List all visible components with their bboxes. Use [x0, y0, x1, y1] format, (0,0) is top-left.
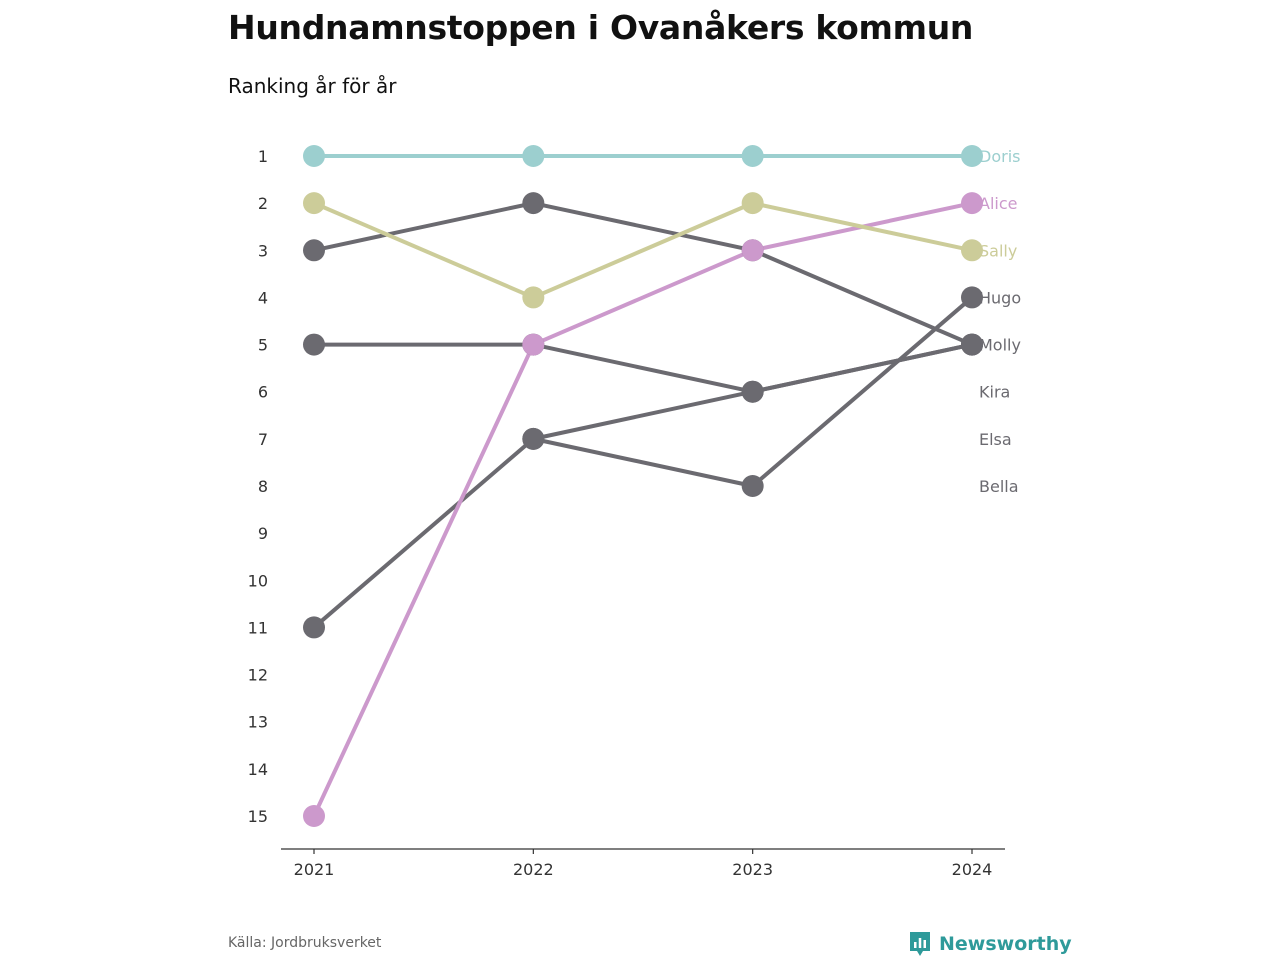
- series-line-sally: [531, 201, 755, 300]
- y-tick-label: 2: [258, 194, 268, 213]
- y-tick-label: 4: [258, 288, 268, 307]
- point-sally: [303, 192, 325, 215]
- end-label-hugo: Hugo: [979, 288, 1021, 307]
- end-label-bella: Bella: [979, 477, 1019, 496]
- y-tick-label: 9: [258, 524, 268, 543]
- point-alice: [522, 333, 545, 356]
- point-sally: [741, 192, 764, 215]
- x-tick-label: 2024: [952, 860, 993, 879]
- series-line-molly: [531, 201, 755, 253]
- point-elsa: [741, 380, 764, 403]
- y-tick-label: 6: [258, 383, 268, 402]
- end-label-elsa: Elsa: [979, 430, 1012, 449]
- chart-title: Hundnamnstoppen i Ovanåkers kommun: [228, 8, 974, 47]
- end-label-doris: Doris: [979, 147, 1020, 166]
- point-hugo: [961, 286, 983, 309]
- point-molly: [522, 192, 545, 215]
- series-lines: [312, 154, 974, 818]
- brand-name: Newsworthy: [939, 933, 1072, 955]
- y-tick-label: 5: [258, 336, 268, 355]
- point-hugo: [303, 616, 325, 639]
- end-label-molly: Molly: [979, 336, 1021, 355]
- y-tick-label: 3: [258, 241, 268, 260]
- point-doris: [303, 145, 325, 167]
- point-alice: [741, 239, 764, 262]
- chart-subtitle: Ranking år för år: [228, 74, 397, 98]
- end-label-kira: Kira: [979, 383, 1010, 402]
- point-elsa: [303, 333, 325, 356]
- end-label-sally: Sally: [979, 241, 1017, 260]
- point-doris: [961, 145, 983, 167]
- newsworthy-logo-icon: [910, 932, 930, 956]
- point-kira: [522, 427, 545, 450]
- x-tick-label: 2023: [732, 860, 773, 879]
- y-tick-label: 14: [248, 760, 268, 779]
- series-line-molly: [750, 248, 974, 347]
- series-line-hugo: [312, 436, 536, 630]
- point-doris: [741, 145, 764, 167]
- series-line-alice: [531, 248, 755, 347]
- point-molly: [303, 239, 325, 262]
- series-line-elsa: [531, 342, 755, 394]
- x-tick-label: 2021: [294, 860, 335, 879]
- point-alice: [303, 805, 325, 827]
- series-points: [303, 145, 983, 827]
- end-labels: Doris Alice Sally Hugo Molly Kira Elsa Bella: [979, 147, 1021, 496]
- y-tick-label: 10: [248, 571, 268, 590]
- series-line-elsa: [750, 342, 974, 394]
- y-tick-label: 15: [248, 807, 268, 826]
- series-line-alice: [312, 342, 536, 818]
- point-doris: [522, 145, 545, 167]
- series-line-hugo: [531, 436, 755, 488]
- x-tick-label: 2022: [513, 860, 554, 879]
- y-tick-label: 12: [248, 666, 268, 685]
- y-tick-label: 11: [248, 618, 268, 637]
- point-alice: [961, 192, 983, 215]
- series-line-sally: [312, 201, 536, 300]
- point-sally: [522, 286, 545, 309]
- series-line-kira: [531, 389, 755, 441]
- series-line-sally: [750, 201, 974, 253]
- series-line-hugo: [750, 295, 974, 488]
- y-tick-label: 7: [258, 430, 268, 449]
- point-hugo: [741, 475, 764, 497]
- point-elsa: [961, 333, 983, 356]
- y-tick-label: 1: [258, 147, 268, 166]
- brand-logo: Newsworthy: [908, 930, 1072, 958]
- point-sally: [961, 239, 983, 262]
- y-tick-label: 13: [248, 713, 268, 732]
- end-label-alice: Alice: [979, 194, 1017, 213]
- source-note: Källa: Jordbruksverket: [228, 935, 382, 951]
- series-line-molly: [312, 201, 536, 253]
- x-axis: 2021 2022 2023 2024: [281, 848, 1005, 879]
- y-tick-label: 8: [258, 477, 268, 496]
